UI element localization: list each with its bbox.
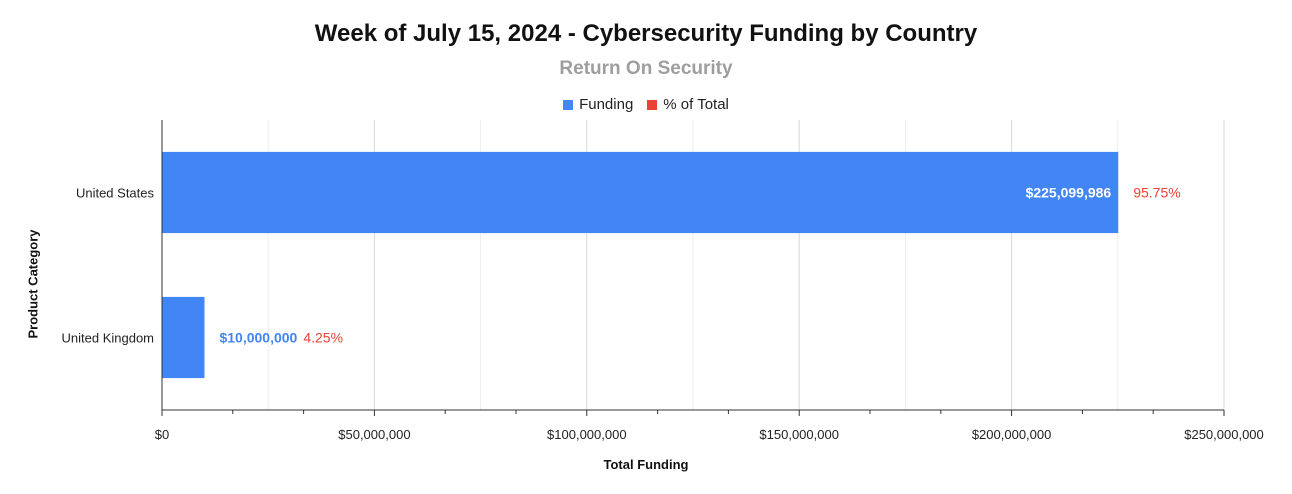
legend-swatch-funding xyxy=(563,99,574,110)
x-tick-label: $0 xyxy=(155,427,169,442)
data-label-funding: $225,099,986 xyxy=(1026,185,1112,201)
x-tick-label: $250,000,000 xyxy=(1184,427,1264,442)
data-label-funding: $10,000,000 xyxy=(219,330,297,346)
bar-funding xyxy=(162,296,205,379)
chart-legend: Funding % of Total xyxy=(0,96,1292,113)
chart-title: Week of July 15, 2024 - Cybersecurity Fu… xyxy=(314,20,978,47)
y-tick-label: United States xyxy=(76,186,155,201)
chart-subtitle: Return On Security xyxy=(559,58,733,79)
legend-label-percent: % of Total xyxy=(663,96,729,113)
legend-label-funding: Funding xyxy=(579,96,634,113)
x-tick-label: $150,000,000 xyxy=(759,427,839,442)
x-axis-title: Total Funding xyxy=(603,457,689,472)
data-label-percent: 95.75% xyxy=(1133,185,1180,201)
y-tick-label: United Kingdom xyxy=(62,331,155,346)
legend-item-percent: % of Total xyxy=(647,96,729,113)
x-tick-label: $100,000,000 xyxy=(547,427,627,442)
bar-funding xyxy=(162,151,1119,234)
x-tick-label: $200,000,000 xyxy=(972,427,1052,442)
legend-swatch-percent xyxy=(647,99,658,110)
data-label-percent: 4.25% xyxy=(303,330,343,346)
y-axis-title: Product Category xyxy=(25,229,41,339)
x-tick-label: $50,000,000 xyxy=(338,427,410,442)
legend-item-funding: Funding xyxy=(563,96,633,113)
